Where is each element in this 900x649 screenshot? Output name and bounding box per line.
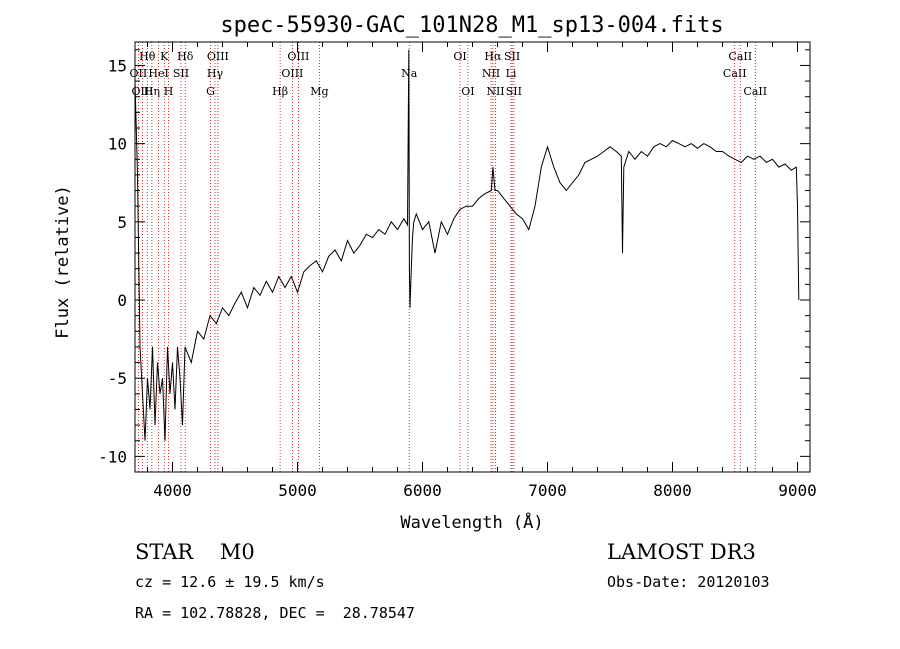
emission-line-label: OIII — [207, 50, 229, 63]
x-tick-label: 7000 — [528, 481, 567, 500]
emission-line-label: NII — [482, 67, 500, 80]
emission-line-label: CaII — [728, 50, 752, 63]
emission-line-label: Hη — [144, 85, 160, 98]
redshift-text: cz = 12.6 ± 19.5 km/s — [135, 573, 325, 591]
emission-line-label: CaII — [723, 67, 747, 80]
emission-line-label: Hθ — [139, 50, 156, 63]
emission-line-label: Li — [506, 67, 517, 80]
x-tick-label: 5000 — [278, 481, 317, 500]
emission-line-label: Mg — [310, 85, 328, 98]
emission-line-label: Na — [401, 67, 418, 80]
classification-text: STAR M0 — [135, 540, 255, 564]
obs-date-text: Obs-Date: 20120103 — [607, 573, 770, 591]
y-tick-label: -5 — [108, 369, 127, 388]
axis-ticks: 4000 5000 6000 7000 8000 9000 -10 -5 0 5 10 15 — [98, 42, 817, 500]
emission-line-label: OIII — [287, 50, 309, 63]
emission-line-label: OI — [453, 50, 466, 63]
x-tick-label: 8000 — [653, 481, 692, 500]
coordinates-text: RA = 102.78828, DEC = 28.78547 — [135, 604, 415, 622]
x-tick-label: 4000 — [153, 481, 192, 500]
emission-line-label: SII — [504, 50, 520, 63]
flux-series-line — [134, 49, 800, 441]
y-tick-label: 5 — [117, 213, 127, 232]
x-axis-label: Wavelength (Å) — [400, 511, 543, 533]
emission-line-label: SII — [173, 67, 189, 80]
y-tick-label: 10 — [108, 135, 127, 154]
emission-line-label: OIII — [281, 67, 303, 80]
y-tick-label: 0 — [117, 291, 127, 310]
emission-lines-layer — [137, 42, 756, 472]
x-tick-label: 6000 — [403, 481, 442, 500]
emission-line-label: Hβ — [272, 85, 288, 98]
survey-text: LAMOST DR3 — [607, 540, 756, 564]
emission-line-label: HeI — [148, 67, 168, 80]
emission-line-label: G — [206, 85, 215, 98]
emission-line-labels: Hθ OII OIII K HeI Hη SII H Hδ OIII Hγ G Hβ OIII OIII Mg… — [130, 50, 768, 98]
emission-line-label: SII — [506, 85, 522, 98]
y-axis-label: Flux (relative) — [53, 185, 73, 339]
emission-line-label: NII — [486, 85, 504, 98]
emission-line-label: OII — [130, 67, 148, 80]
emission-line-label: OI — [461, 85, 474, 98]
emission-line-label: H — [164, 85, 174, 98]
emission-line-label: Hγ — [207, 67, 224, 80]
emission-line-label: Hδ — [177, 50, 194, 63]
spectrum-chart: spec-55930-GAC_101N28_M1_sp13-004.fits H… — [53, 13, 817, 533]
y-tick-label: -10 — [98, 447, 127, 466]
plot-frame — [134, 41, 811, 473]
emission-line-label: Hα — [484, 50, 502, 63]
emission-line-label: OIII — [131, 85, 153, 98]
chart-title: spec-55930-GAC_101N28_M1_sp13-004.fits — [220, 13, 723, 38]
emission-line-label: CaII — [743, 85, 767, 98]
y-tick-label: 15 — [108, 56, 127, 75]
emission-line-label: K — [160, 50, 169, 63]
x-tick-label: 9000 — [778, 481, 817, 500]
